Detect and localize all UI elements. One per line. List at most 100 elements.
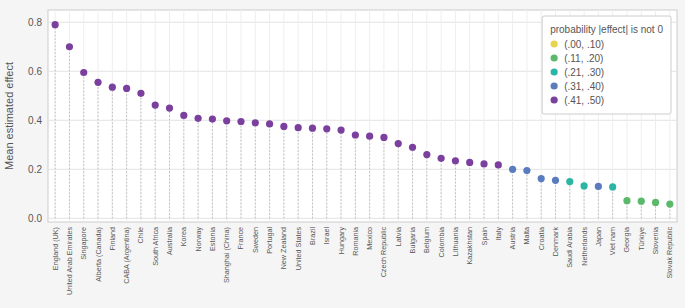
stem <box>126 88 127 218</box>
stem <box>112 87 113 218</box>
plot-area <box>48 10 677 222</box>
stem <box>383 137 384 218</box>
point <box>94 79 101 86</box>
point <box>380 134 387 141</box>
point <box>280 123 287 130</box>
x-tick-label: Netherlands <box>580 227 589 266</box>
legend-marker <box>551 96 558 103</box>
point <box>195 115 202 122</box>
point <box>80 69 87 76</box>
stem <box>398 144 399 219</box>
grid-line-x <box>383 10 384 222</box>
point <box>652 199 659 206</box>
point <box>337 126 344 133</box>
x-tick-label: Belgium <box>422 227 431 253</box>
x-tick-label: Sweden <box>251 227 260 253</box>
grid-line-x <box>69 10 70 222</box>
x-tick-label: Croatia <box>537 227 546 250</box>
grid-line-x <box>126 10 127 222</box>
grid-line-x <box>469 10 470 222</box>
grid-line-x <box>455 10 456 222</box>
x-tick-label: Norway <box>194 227 203 252</box>
x-tick-label: United States <box>294 227 303 271</box>
stem <box>226 121 227 219</box>
grid-line-x <box>98 10 99 222</box>
grid-line-x <box>441 10 442 222</box>
x-tick-label: Alberta (Canada) <box>94 227 103 282</box>
legend-label: (.41, .50) <box>564 95 604 106</box>
point <box>209 115 216 122</box>
grid-line-x <box>498 10 499 222</box>
x-tick-label: England (UK) <box>51 227 60 270</box>
legend: probability |effect| is not 0 (.00, .10) (… <box>542 16 671 114</box>
grid-line-x <box>169 10 170 222</box>
point <box>523 167 530 174</box>
grid-line-x <box>155 10 156 222</box>
grid-line-x <box>312 10 313 222</box>
point <box>552 177 559 184</box>
stem <box>140 93 141 218</box>
x-tick-label: Israel <box>322 227 331 245</box>
grid-line-x <box>55 10 56 222</box>
x-tick-label: United Arab Emirates <box>65 227 74 295</box>
legend-box <box>542 16 671 114</box>
legend-label: (.00, .10) <box>564 39 604 50</box>
x-tick-label: Estonia <box>208 227 217 251</box>
stem <box>312 128 313 218</box>
grid-line-x <box>240 10 241 222</box>
grid-line-y <box>48 120 677 121</box>
point <box>409 144 416 151</box>
x-tick-label: CABA (Argentina) <box>122 227 131 284</box>
stem <box>98 82 99 218</box>
stem <box>598 186 599 218</box>
x-tick-label: Viet nam <box>608 227 617 255</box>
point <box>237 118 244 125</box>
y-tick-label: 0.2 <box>28 164 42 175</box>
legend-label: (.11, .20) <box>564 53 603 64</box>
legend-title: probability |effect| is not 0 <box>550 24 663 35</box>
stem <box>426 155 427 219</box>
point <box>609 183 616 190</box>
stem <box>355 135 356 218</box>
point <box>466 159 473 166</box>
grid-line-x <box>255 10 256 222</box>
x-tick-label: Türkiye <box>637 227 646 251</box>
x-tick-label: Bulgaria <box>408 227 417 253</box>
point <box>352 131 359 138</box>
x-tick-label: New Zealand <box>279 227 288 269</box>
stem <box>169 108 170 218</box>
x-tick-label: Austria <box>508 227 517 249</box>
x-tick-label: Slovak Republic <box>665 227 674 279</box>
grid-line-x <box>526 10 527 222</box>
stem <box>469 162 470 218</box>
grid-line-x <box>269 10 270 222</box>
chart: 0.00.20.40.60.8England (UK)United Arab E… <box>0 0 685 308</box>
stem <box>341 130 342 218</box>
x-tick-label: Korea <box>179 227 188 246</box>
stem <box>498 165 499 218</box>
x-tick-label: Slovenia <box>651 227 660 255</box>
x-tick-label: Lithuania <box>451 227 460 256</box>
point <box>480 160 487 167</box>
point <box>580 182 587 189</box>
x-tick-label: Japan <box>594 227 603 247</box>
point <box>266 120 273 127</box>
stem <box>555 180 556 218</box>
point <box>495 161 502 168</box>
grid-line-x <box>426 10 427 222</box>
grid-line-x <box>541 10 542 222</box>
point <box>223 117 230 124</box>
point <box>452 157 459 164</box>
stem <box>55 25 56 219</box>
point <box>638 198 645 205</box>
stem <box>569 182 570 219</box>
point <box>66 43 73 50</box>
stem <box>484 164 485 218</box>
stem <box>212 119 213 218</box>
stem <box>512 169 513 218</box>
x-tick-label: Malta <box>522 227 531 245</box>
y-tick-label: 0.4 <box>28 115 42 126</box>
stem <box>541 179 542 219</box>
stem <box>584 186 585 218</box>
x-tick-label: Brazil <box>308 227 317 245</box>
